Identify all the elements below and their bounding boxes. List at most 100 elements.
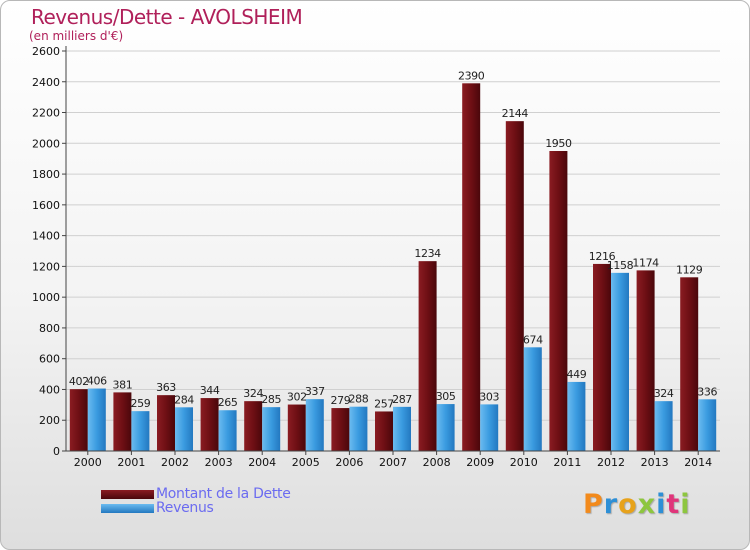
- chart-title: Revenus/Dette - AVOLSHEIM: [31, 5, 303, 29]
- bar-dette: [244, 401, 263, 451]
- x-tick-label: 2012: [597, 456, 625, 469]
- y-tick-label: 2000: [32, 137, 60, 150]
- y-tick-label: 1000: [32, 291, 60, 304]
- proxiti-logo: Proxiti: [583, 489, 691, 520]
- data-label-dette: 324: [243, 387, 263, 400]
- bar-dette: [69, 389, 88, 451]
- x-tick-label: 2008: [423, 456, 451, 469]
- y-tick-label: 600: [39, 353, 60, 366]
- logo-letter: t: [666, 489, 681, 520]
- bar-revenus: [262, 407, 281, 451]
- bar-dette: [593, 263, 611, 451]
- data-label-revenus: 259: [131, 397, 151, 410]
- bar-dette: [636, 270, 655, 451]
- x-tick-label: 2014: [684, 456, 712, 469]
- axes: 0 200 400 600 800 1000 1200 1400 1600 1800 2000 220…: [32, 45, 720, 469]
- logo-letter: i: [656, 489, 667, 520]
- data-label-revenus: 1158: [607, 259, 634, 272]
- y-tick-label: 1200: [32, 260, 60, 273]
- bar-revenus: [611, 272, 629, 451]
- data-label-revenus: 406: [87, 375, 107, 388]
- x-tick-label: 2006: [335, 456, 363, 469]
- bar-dette: [680, 277, 699, 451]
- data-label-revenus: 287: [392, 393, 412, 406]
- logo-letter: o: [618, 489, 638, 520]
- data-label-dette: 1174: [632, 256, 659, 269]
- bar-dette: [549, 151, 568, 451]
- bar-dette: [375, 411, 393, 451]
- bar-dette: [113, 392, 132, 451]
- data-label-dette: 279: [331, 394, 351, 407]
- x-tick-label: 2002: [161, 456, 189, 469]
- bar-revenus: [567, 381, 586, 451]
- bar-dette: [331, 408, 350, 451]
- bar-revenus: [393, 406, 411, 451]
- data-label-revenus: 284: [174, 393, 194, 406]
- bar-revenus: [305, 399, 324, 451]
- data-label-dette: 2144: [502, 107, 529, 120]
- chart-subtitle: (en milliers d'€): [29, 29, 124, 43]
- bars: [69, 83, 717, 452]
- data-label-dette: 1129: [676, 263, 703, 276]
- data-label-revenus: 303: [479, 390, 499, 403]
- data-label-dette: 381: [113, 378, 133, 391]
- data-label-revenus: 288: [349, 393, 369, 406]
- bar-dette: [462, 83, 481, 452]
- legend-label-revenus: Revenus: [156, 500, 214, 516]
- data-label-revenus: 674: [523, 333, 543, 346]
- data-label-dette: 1216: [589, 250, 616, 263]
- y-tick-label: 2400: [32, 76, 60, 89]
- data-label-dette: 344: [200, 384, 220, 397]
- y-tick-label: 1600: [32, 199, 60, 212]
- x-tick-label: 2011: [553, 456, 581, 469]
- bar-revenus: [698, 399, 717, 451]
- x-tick-label: 2010: [510, 456, 538, 469]
- legend: Montant de la Dette Revenus: [101, 486, 291, 516]
- y-tick-label: 0: [53, 445, 60, 458]
- data-label-dette: 257: [374, 397, 394, 410]
- data-label-revenus: 265: [218, 396, 238, 409]
- logo-letter: i: [680, 489, 691, 520]
- y-tick-label: 1400: [32, 230, 60, 243]
- data-label-dette: 1950: [545, 137, 572, 150]
- x-tick-label: 2005: [292, 456, 320, 469]
- x-tick-label: 2004: [248, 456, 276, 469]
- x-tick-label: 2003: [205, 456, 233, 469]
- x-tick-label: 2007: [379, 456, 407, 469]
- legend-swatch-dette: [101, 489, 154, 499]
- x-tick-label: 2013: [641, 456, 669, 469]
- y-tick-label: 1800: [32, 168, 60, 181]
- bar-revenus: [218, 410, 237, 451]
- bar-revenus: [480, 404, 499, 451]
- bar-revenus: [87, 388, 106, 451]
- legend-item-dette: Montant de la Dette: [101, 486, 291, 502]
- bar-revenus: [436, 404, 455, 451]
- data-label-dette: 2390: [458, 69, 485, 82]
- legend-label-dette: Montant de la Dette: [156, 486, 291, 502]
- logo-letter: x: [637, 489, 657, 520]
- data-label-revenus: 324: [654, 387, 674, 400]
- legend-swatch-revenus: [101, 503, 154, 513]
- x-tick-label: 2009: [466, 456, 494, 469]
- y-tick-label: 2600: [32, 45, 60, 58]
- data-label-revenus: 336: [697, 385, 717, 398]
- legend-item-revenus: Revenus: [101, 500, 291, 516]
- data-label-dette: 363: [156, 381, 176, 394]
- x-tick-label: 2001: [117, 456, 145, 469]
- bar-revenus: [654, 401, 673, 451]
- bar-revenus: [175, 407, 193, 451]
- bar-dette: [287, 404, 306, 451]
- data-label-dette: 1234: [414, 247, 441, 260]
- logo-letter: P: [583, 489, 604, 520]
- data-label-dette: 402: [69, 375, 89, 388]
- y-tick-label: 800: [39, 322, 60, 335]
- data-label-revenus: 449: [567, 368, 587, 381]
- bar-dette: [200, 398, 219, 451]
- y-tick-label: 400: [39, 383, 60, 396]
- bar-dette: [505, 121, 524, 452]
- data-label-revenus: 285: [261, 393, 281, 406]
- data-label-revenus: 305: [436, 390, 456, 403]
- bar-revenus: [131, 411, 150, 451]
